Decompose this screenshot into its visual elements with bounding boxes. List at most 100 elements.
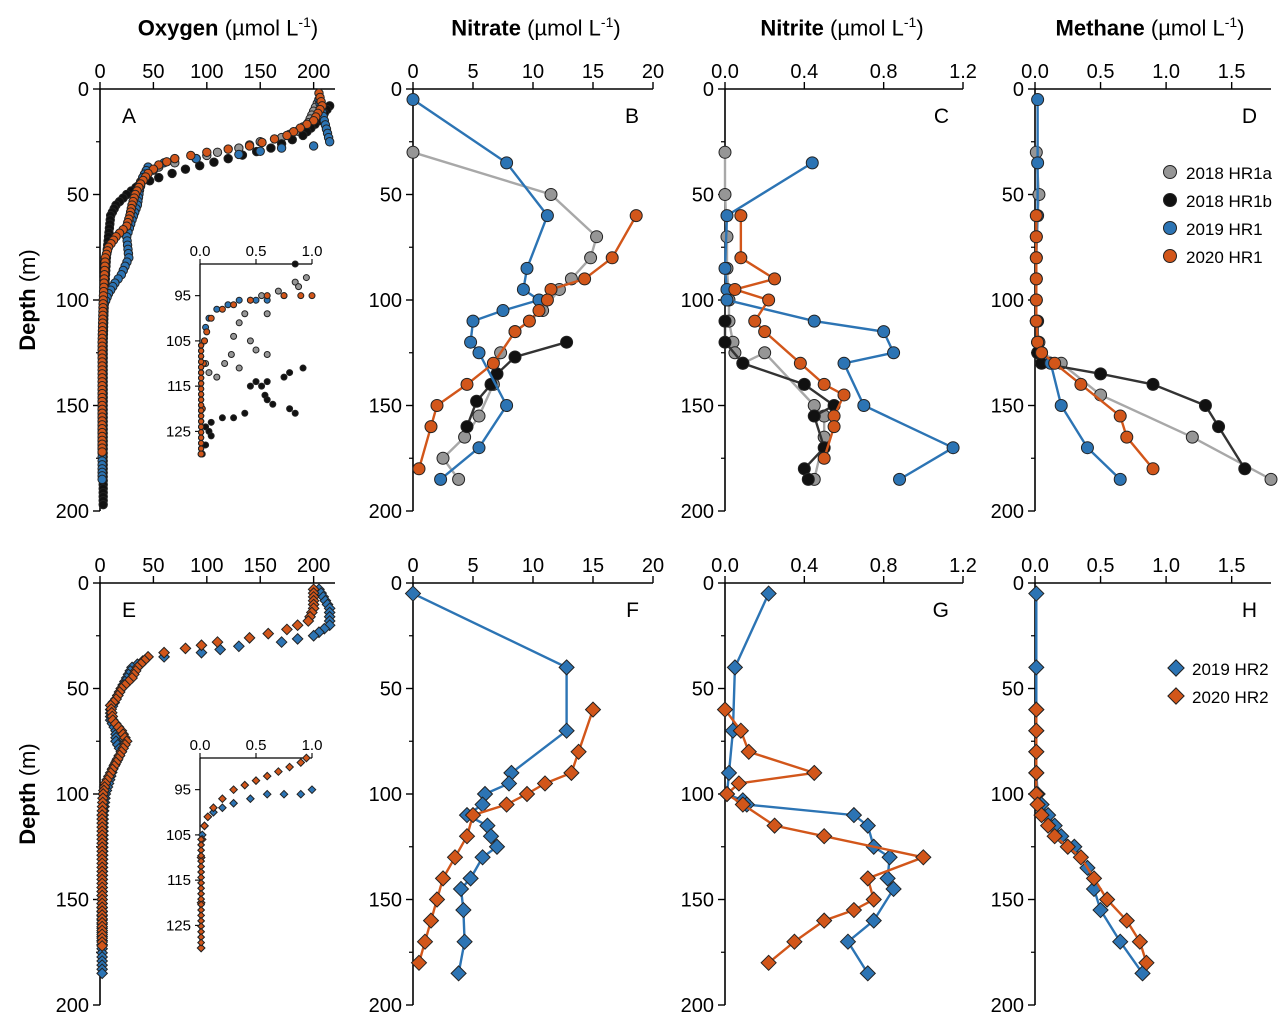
data-point	[509, 326, 521, 338]
data-point	[860, 966, 875, 981]
y-axis-label-bold: Depth	[15, 282, 40, 350]
legend-label: 2020 HR2	[1192, 688, 1269, 707]
series-line	[1036, 100, 1120, 480]
x-tick-label: 100	[190, 555, 223, 577]
x-tick-label: 0	[94, 555, 105, 577]
data-point	[300, 365, 306, 371]
data-point	[818, 378, 830, 390]
panel-G: 0.0 0.4 0.8 1.2050100150200G	[681, 555, 977, 1015]
y-axis-label-unit: (m)	[15, 249, 40, 282]
data-point	[231, 333, 237, 339]
data-point	[210, 158, 218, 166]
series-line	[1038, 321, 1245, 469]
y-tick-label: 50	[380, 679, 402, 701]
y-tick-label: 150	[681, 890, 714, 912]
x-tick-label: 15	[582, 61, 604, 83]
data-point	[828, 421, 840, 433]
data-point	[281, 293, 287, 299]
x-tick-label: 0.5	[1087, 555, 1115, 577]
data-point	[264, 311, 270, 317]
y-tick-label: 0	[391, 573, 402, 595]
data-point	[461, 421, 473, 433]
data-point	[407, 94, 419, 106]
x-tick-label: 1.5	[1218, 555, 1246, 577]
data-point	[460, 829, 475, 844]
data-point	[247, 338, 253, 344]
y-tick-label: 150	[56, 890, 89, 912]
data-point	[292, 620, 303, 631]
y-tick-label: 150	[991, 396, 1024, 418]
inset-x-tick-label: 0.0	[190, 737, 211, 754]
data-point	[163, 158, 171, 166]
y-tick-label: 200	[369, 995, 402, 1015]
data-point	[497, 305, 509, 317]
panel-letter: H	[1242, 599, 1257, 622]
legend-top: 2018 HR1a2018 HR1b2019 HR12020 HR1	[1164, 164, 1273, 267]
legend-label: 2019 HR2	[1192, 660, 1269, 679]
x-tick-label: 0.0	[711, 555, 739, 577]
data-point	[199, 403, 204, 408]
x-tick-label: 200	[297, 61, 330, 83]
data-point	[1075, 378, 1087, 390]
y-tick-label: 200	[681, 995, 714, 1015]
data-point	[298, 293, 304, 299]
data-point	[435, 473, 447, 485]
data-point	[99, 500, 107, 508]
data-point	[259, 383, 265, 389]
inset-background	[198, 728, 340, 950]
x-tick-label: 0	[407, 61, 418, 83]
data-point	[424, 913, 439, 928]
data-point	[719, 315, 731, 327]
y-tick-label: 0	[1013, 573, 1024, 595]
y-tick-label: 150	[369, 890, 402, 912]
panel-A: 0 50 100 150 200050100150200A0.0 0.5 1.0951051…	[56, 61, 340, 523]
data-point	[501, 400, 513, 412]
data-point	[224, 154, 232, 162]
data-point	[283, 131, 291, 139]
y-tick-label: 100	[56, 290, 89, 312]
data-point	[270, 401, 276, 407]
x-tick-label: 0.4	[790, 61, 818, 83]
y-tick-label: 200	[56, 501, 89, 523]
panel-H: 0.0 0.5 1.0 1.5050100150200H	[991, 555, 1271, 1015]
data-point	[571, 744, 586, 759]
data-point	[559, 660, 574, 675]
data-point	[473, 442, 485, 454]
inset-x-tick-label: 0.5	[246, 243, 267, 260]
inset-x-tick-label: 0.5	[246, 737, 267, 754]
data-point	[1030, 273, 1042, 285]
data-point	[406, 586, 421, 601]
data-point	[1164, 250, 1177, 263]
data-point	[473, 347, 485, 359]
y-tick-label: 0	[703, 573, 714, 595]
inset-y-tick-label: 115	[167, 378, 191, 395]
data-point	[180, 643, 191, 654]
legend-label: 2018 HR1b	[1186, 192, 1272, 211]
data-point	[208, 315, 214, 321]
data-point	[199, 354, 204, 359]
inset-y-tick-label: 125	[166, 423, 191, 440]
data-point	[309, 293, 315, 299]
data-point	[501, 157, 513, 169]
data-point	[1030, 294, 1042, 306]
x-tick-label: 0.0	[711, 61, 739, 83]
y-tick-label: 0	[1013, 79, 1024, 101]
inset-y-tick-label: 95	[174, 782, 191, 799]
data-point	[846, 903, 861, 918]
y-tick-label: 0	[78, 573, 89, 595]
data-point	[749, 315, 761, 327]
data-point	[418, 934, 433, 949]
data-point	[487, 357, 499, 369]
data-point	[735, 252, 747, 264]
data-point	[199, 419, 204, 424]
data-point	[838, 357, 850, 369]
data-point	[769, 273, 781, 285]
y-tick-label: 50	[1002, 185, 1024, 207]
x-tick-label: 20	[642, 555, 664, 577]
data-point	[735, 210, 747, 222]
data-point	[431, 400, 443, 412]
data-point	[413, 463, 425, 475]
data-point	[1164, 194, 1177, 207]
data-point	[467, 315, 479, 327]
data-point	[808, 410, 820, 422]
